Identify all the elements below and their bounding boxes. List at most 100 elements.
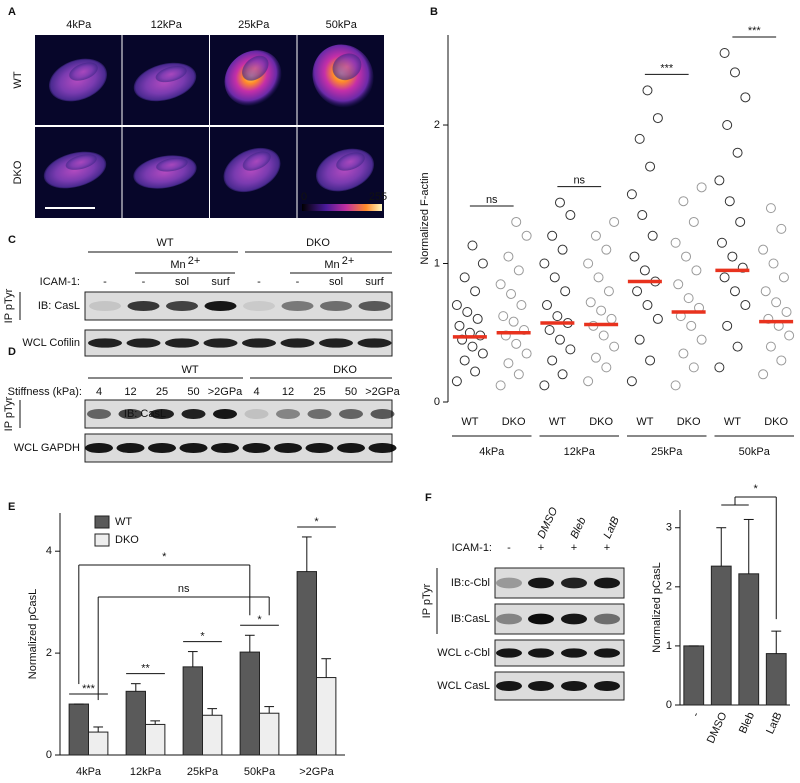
panel-letter: A <box>8 6 16 18</box>
y-tick-label: 2 <box>46 647 52 659</box>
data-point <box>719 48 730 59</box>
data-point <box>590 352 601 363</box>
data-point <box>626 189 637 200</box>
data-point <box>554 197 565 208</box>
data-point <box>670 237 681 248</box>
band <box>211 442 239 454</box>
data-point <box>539 258 550 269</box>
label: WCL CasL <box>437 680 490 692</box>
y-tick-label: 2 <box>666 581 672 593</box>
data-point <box>521 230 532 241</box>
x-tick-label: DMSO <box>705 710 730 745</box>
label: - <box>142 276 146 288</box>
label: IP pTyr <box>421 583 433 618</box>
data-point <box>629 251 640 262</box>
data-point <box>598 330 609 341</box>
bar <box>202 714 223 756</box>
data-point <box>549 272 560 283</box>
band <box>204 300 237 312</box>
data-point <box>722 120 733 131</box>
band <box>276 408 300 420</box>
data-point <box>583 376 594 387</box>
data-point <box>511 338 522 349</box>
data-point <box>771 297 782 308</box>
data-point <box>673 279 684 290</box>
data-point <box>503 251 514 262</box>
label: 12 <box>282 386 294 398</box>
data-point <box>560 286 571 297</box>
data-point <box>678 196 689 207</box>
data-point <box>714 175 725 186</box>
data-point <box>603 286 614 297</box>
label: - <box>296 276 300 288</box>
x-tick-label: >2GPa <box>299 766 334 778</box>
data-point <box>639 265 650 276</box>
data-point <box>732 341 743 352</box>
label: surf <box>365 276 384 288</box>
cell-edge <box>242 151 271 171</box>
data-point <box>511 216 522 227</box>
band <box>337 442 365 454</box>
band <box>561 613 587 625</box>
data-point <box>601 244 612 255</box>
data-point <box>451 300 462 311</box>
label: >2GPa <box>365 386 400 398</box>
data-point <box>521 348 532 359</box>
label: Mn <box>170 259 185 271</box>
data-point <box>645 355 656 366</box>
label: Bleb <box>568 515 588 540</box>
panel-letter: E <box>8 501 15 513</box>
label: + <box>571 542 577 554</box>
bar <box>296 571 317 756</box>
data-point <box>781 306 792 317</box>
band <box>166 300 198 312</box>
band <box>357 338 392 348</box>
data-point <box>467 341 478 352</box>
significance: ns <box>178 583 190 595</box>
label: IP pTyr <box>3 288 15 323</box>
x-tick-label: 12kPa <box>130 766 162 778</box>
data-point <box>688 216 699 227</box>
label: 2+ <box>188 255 201 267</box>
legend-swatch <box>94 515 110 529</box>
cell-edge <box>155 66 187 83</box>
data-point <box>626 376 637 387</box>
y-tick-label: 1 <box>666 640 672 652</box>
band <box>320 300 352 312</box>
label: ICAM-1: <box>452 542 492 554</box>
label: 50 <box>345 386 357 398</box>
band <box>148 442 176 454</box>
data-point <box>547 230 558 241</box>
band <box>242 442 271 454</box>
band <box>89 300 121 312</box>
data-point <box>688 362 699 373</box>
band <box>496 648 522 658</box>
data-point <box>696 334 707 345</box>
label: IP pTyr <box>3 396 15 431</box>
band <box>319 338 353 348</box>
band <box>127 300 160 312</box>
x-tick-label: WT <box>461 416 478 428</box>
data-point <box>691 265 702 276</box>
label: DKO <box>306 237 330 249</box>
y-tick-label: 0 <box>46 749 52 761</box>
significance: * <box>257 614 262 626</box>
bar <box>182 666 203 756</box>
band <box>88 338 122 348</box>
y-tick-label: 0 <box>434 396 440 408</box>
significance: * <box>162 551 167 563</box>
band <box>594 613 620 625</box>
label: 25kPa <box>238 19 270 31</box>
y-tick-label: 2 <box>434 119 440 131</box>
data-point <box>727 251 738 262</box>
x-tick-label: DKO <box>764 416 788 428</box>
bar <box>738 573 760 706</box>
label: - <box>507 542 511 554</box>
x-tick-label: DKO <box>677 416 701 428</box>
label: sol <box>175 276 189 288</box>
bar <box>683 645 705 706</box>
label: Stiffness (kPa): <box>8 386 82 398</box>
band <box>307 408 332 420</box>
band <box>244 408 269 420</box>
data-point <box>590 230 601 241</box>
